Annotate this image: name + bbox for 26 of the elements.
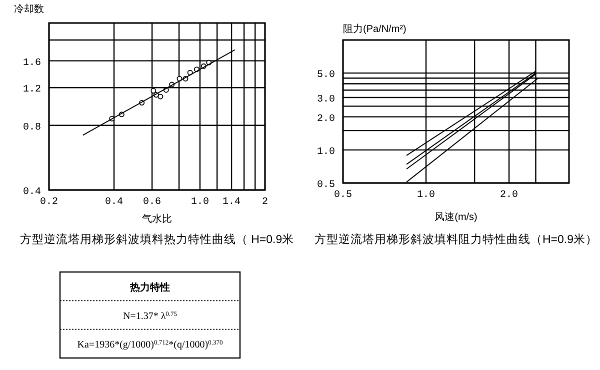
x-tick-label: 1.0 [190, 197, 209, 208]
y-tick-label: 3.0 [316, 94, 335, 106]
y-tick-label: 5.0 [316, 70, 335, 82]
text: Ka=1936*(g/1000)$^{0.712}$*(q/1000)$^{0.370}$ [77, 339, 223, 351]
y-tick-label: 1.2 [22, 84, 41, 96]
y-axis-title: 冷却数 [14, 3, 44, 15]
text: 方型逆流塔用梯形斜波填料热力特性曲线（ H=0.9米 [20, 232, 294, 246]
x-tick-label: 2.0 [500, 190, 518, 201]
x-tick-label: 1.4 [222, 197, 241, 208]
x-tick-label: 2 [262, 197, 268, 208]
y-tick-label: 0.8 [22, 122, 41, 134]
y-axis-title: 阻力(Pa/N/m²) [343, 23, 406, 35]
y-tick-label: 1.6 [22, 58, 41, 69]
x-tick-label: 1.0 [417, 190, 436, 201]
x-tick-label: 0.6 [143, 197, 162, 208]
x-tick-label: 0.5 [334, 190, 352, 201]
text: 方型逆流塔用梯形斜波填料阻力特性曲线（H=0.9米） [314, 232, 598, 246]
x-axis-title: 气水比 [142, 213, 172, 225]
text: N=1.37* λ$^{0.75}$ [122, 310, 178, 322]
text: 热力特性 [129, 281, 170, 294]
x-axis-title: 风速(m/s) [434, 211, 478, 223]
y-tick-label: 2.0 [316, 114, 335, 125]
y-tick-label: 0.5 [316, 180, 335, 191]
x-tick-label: 0.4 [105, 197, 124, 208]
x-tick-label: 0.2 [40, 197, 58, 208]
y-tick-label: 1.0 [316, 146, 335, 158]
